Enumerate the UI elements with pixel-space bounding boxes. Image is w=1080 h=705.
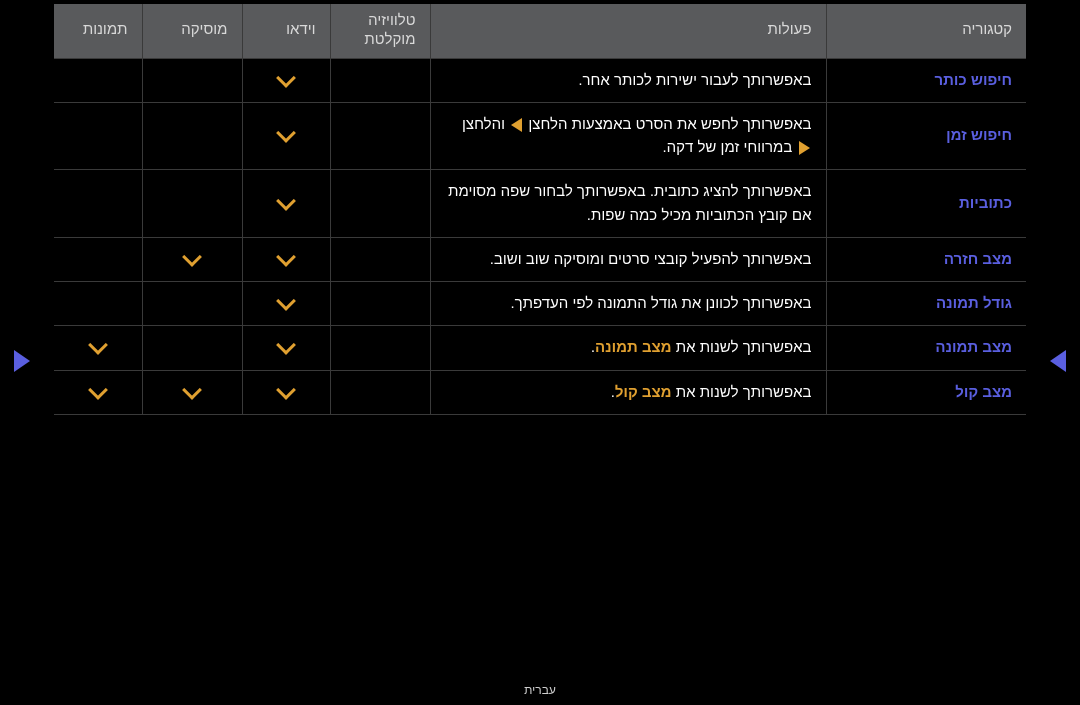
table-header-row: קטגוריה פעולות טלוויזיה מוקלטת וידאו מוס…	[54, 4, 1026, 58]
nav-prev-icon[interactable]	[14, 350, 30, 372]
flag-cell-recorded_tv	[330, 326, 430, 370]
category-cell: מצב תמונה	[826, 326, 1026, 370]
flag-cell-photos	[54, 102, 142, 170]
flag-cell-photos	[54, 282, 142, 326]
play-back-icon	[799, 141, 810, 155]
flag-cell-recorded_tv	[330, 58, 430, 102]
col-header-photos: תמונות	[54, 4, 142, 58]
col-header-video: וידאו	[242, 4, 330, 58]
chevron-down-icon	[182, 380, 202, 400]
description-cell: באפשרותך להפעיל קובצי סרטים ומוסיקה שוב …	[430, 237, 826, 281]
flag-cell-music	[142, 282, 242, 326]
flag-cell-recorded_tv	[330, 370, 430, 414]
flag-cell-video	[242, 102, 330, 170]
flag-cell-photos	[54, 58, 142, 102]
flag-cell-photos	[54, 326, 142, 370]
flag-cell-recorded_tv	[330, 102, 430, 170]
flag-cell-music	[142, 237, 242, 281]
description-cell: באפשרותך לכוונן את גודל התמונה לפי העדפת…	[430, 282, 826, 326]
col-header-actions: פעולות	[430, 4, 826, 58]
flag-cell-music	[142, 326, 242, 370]
page-root: קטגוריה פעולות טלוויזיה מוקלטת וידאו מוס…	[0, 0, 1080, 705]
options-table: קטגוריה פעולות טלוויזיה מוקלטת וידאו מוס…	[54, 4, 1026, 415]
flag-cell-recorded_tv	[330, 237, 430, 281]
category-cell: חיפוש זמן	[826, 102, 1026, 170]
chevron-down-icon	[276, 123, 296, 143]
flag-cell-video	[242, 237, 330, 281]
table-row: מצב תמונהבאפשרותך לשנות את מצב תמונה.	[54, 326, 1026, 370]
chevron-down-icon	[276, 380, 296, 400]
col-header-category: קטגוריה	[826, 4, 1026, 58]
chevron-down-icon	[88, 335, 108, 355]
flag-cell-video	[242, 326, 330, 370]
chevron-down-icon	[276, 68, 296, 88]
chevron-down-icon	[276, 335, 296, 355]
col-header-recorded-tv: טלוויזיה מוקלטת	[330, 4, 430, 58]
category-cell: מצב קול	[826, 370, 1026, 414]
options-table-wrap: קטגוריה פעולות טלוויזיה מוקלטת וידאו מוס…	[54, 4, 1026, 415]
description-cell: באפשרותך לשנות את מצב תמונה.	[430, 326, 826, 370]
category-cell: חיפוש כותר	[826, 58, 1026, 102]
chevron-down-icon	[276, 247, 296, 267]
flag-cell-music	[142, 370, 242, 414]
flag-cell-video	[242, 58, 330, 102]
flag-cell-music	[142, 170, 242, 238]
flag-cell-music	[142, 102, 242, 170]
chevron-down-icon	[276, 191, 296, 211]
chevron-down-icon	[276, 291, 296, 311]
play-forward-icon	[511, 118, 522, 132]
category-cell: כתוביות	[826, 170, 1026, 238]
flag-cell-photos	[54, 170, 142, 238]
flag-cell-recorded_tv	[330, 282, 430, 326]
category-cell: מצב חזרה	[826, 237, 1026, 281]
flag-cell-photos	[54, 237, 142, 281]
col-header-music: מוסיקה	[142, 4, 242, 58]
flag-cell-video	[242, 282, 330, 326]
description-cell: באפשרותך לשנות את מצב קול.	[430, 370, 826, 414]
table-row: מצב קולבאפשרותך לשנות את מצב קול.	[54, 370, 1026, 414]
table-row: מצב חזרהבאפשרותך להפעיל קובצי סרטים ומוס…	[54, 237, 1026, 281]
description-cell: באפשרותך לעבור ישירות לכותר אחר.	[430, 58, 826, 102]
category-cell: גודל תמונה	[826, 282, 1026, 326]
nav-next-icon[interactable]	[1050, 350, 1066, 372]
table-row: גודל תמונהבאפשרותך לכוונן את גודל התמונה…	[54, 282, 1026, 326]
chevron-down-icon	[182, 247, 202, 267]
footer-language-label: עברית	[0, 683, 1080, 697]
table-row: חיפוש זמןבאפשרותך לחפש את הסרט באמצעות ה…	[54, 102, 1026, 170]
flag-cell-music	[142, 58, 242, 102]
chevron-down-icon	[88, 380, 108, 400]
flag-cell-recorded_tv	[330, 170, 430, 238]
description-cell: באפשרותך לחפש את הסרט באמצעות הלחצן והלח…	[430, 102, 826, 170]
flag-cell-video	[242, 170, 330, 238]
flag-cell-photos	[54, 370, 142, 414]
flag-cell-video	[242, 370, 330, 414]
table-row: כתוביותבאפשרותך להציג כתובית. באפשרותך ל…	[54, 170, 1026, 238]
description-cell: באפשרותך להציג כתובית. באפשרותך לבחור שפ…	[430, 170, 826, 238]
table-row: חיפוש כותרבאפשרותך לעבור ישירות לכותר אח…	[54, 58, 1026, 102]
